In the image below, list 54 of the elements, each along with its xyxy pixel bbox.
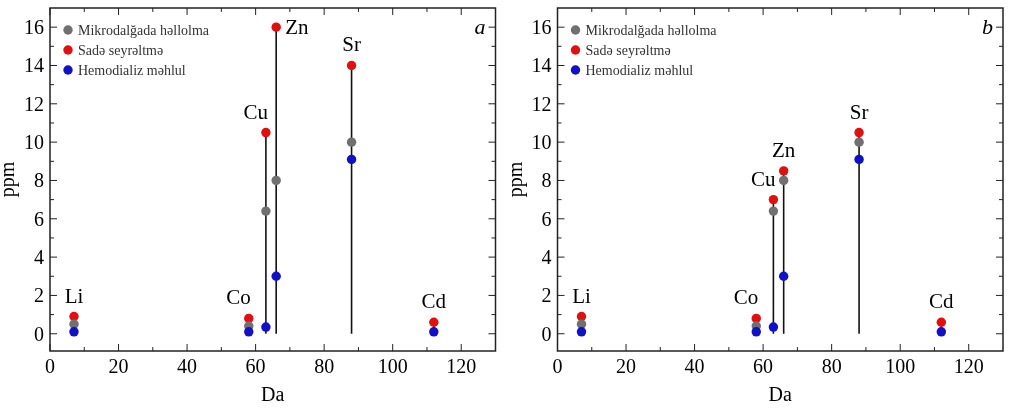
annotation: Cu — [243, 99, 269, 124]
x-tick-label: 20 — [616, 355, 637, 377]
y-tick-label: 6 — [34, 207, 44, 230]
y-tick-label: 16 — [24, 16, 44, 39]
y-tick-label: 0 — [541, 322, 552, 345]
legend-label: Mikrodalğada həllolma — [585, 23, 718, 38]
annotation: Co — [733, 285, 759, 310]
y-tick-label: 0 — [34, 322, 44, 345]
x-tick-label: 80 — [821, 355, 842, 377]
legend-label: Hemodializ məhlul — [585, 63, 694, 78]
annotation: Li — [572, 283, 591, 308]
y-tick-label: 4 — [541, 246, 552, 269]
y-tick-label: 10 — [24, 131, 44, 154]
y-tick-label: 12 — [24, 92, 44, 115]
annotation: Co — [226, 285, 251, 310]
y-tick-label: 4 — [34, 246, 44, 269]
x-tick-label: 120 — [446, 355, 477, 377]
annotation: b — [982, 14, 993, 39]
annotation: a — [474, 14, 486, 39]
annotation: Zn — [772, 137, 796, 162]
x-tick-label: 80 — [314, 355, 335, 377]
x-tick-label: 100 — [377, 355, 408, 377]
y-tick-label: 14 — [531, 54, 552, 77]
x-tick-label: 60 — [753, 355, 774, 377]
legend-label: Hemodializ məhlul — [78, 63, 186, 78]
x-tick-label: 100 — [885, 355, 916, 377]
x-tick-label: 40 — [684, 355, 705, 377]
annotation: Li — [64, 283, 84, 308]
y-axis-title: ppm — [0, 161, 19, 198]
y-tick-label: 16 — [531, 16, 552, 39]
annotation: Zn — [285, 15, 309, 40]
y-tick-label: 14 — [24, 54, 44, 77]
x-axis-title: Da — [768, 383, 793, 405]
y-tick-label: 6 — [541, 207, 552, 230]
y-tick-label: 12 — [531, 92, 552, 115]
y-axis-title: ppm — [503, 161, 527, 198]
annotation: Sr — [849, 99, 869, 124]
x-axis-title: Da — [261, 383, 285, 405]
annotation: Cu — [750, 166, 776, 191]
x-tick-label: 20 — [108, 355, 129, 377]
x-tick-label: 120 — [953, 355, 984, 377]
x-tick-label: 40 — [177, 355, 198, 377]
annotation: Cd — [421, 289, 447, 314]
y-tick-label: 10 — [531, 131, 552, 154]
legend-label: Sadə seyrəltmə — [78, 43, 164, 58]
y-tick-label: 2 — [34, 284, 44, 307]
legend-label: Mikrodalğada həllolma — [78, 23, 210, 38]
annotation: Cd — [929, 289, 955, 314]
y-tick-label: 8 — [541, 169, 552, 192]
x-tick-label: 60 — [245, 355, 266, 377]
legend-label: Sadə seyrəltmə — [585, 43, 671, 58]
y-tick-label: 8 — [34, 169, 44, 192]
annotation: Sr — [342, 32, 361, 57]
y-tick-label: 2 — [541, 284, 552, 307]
